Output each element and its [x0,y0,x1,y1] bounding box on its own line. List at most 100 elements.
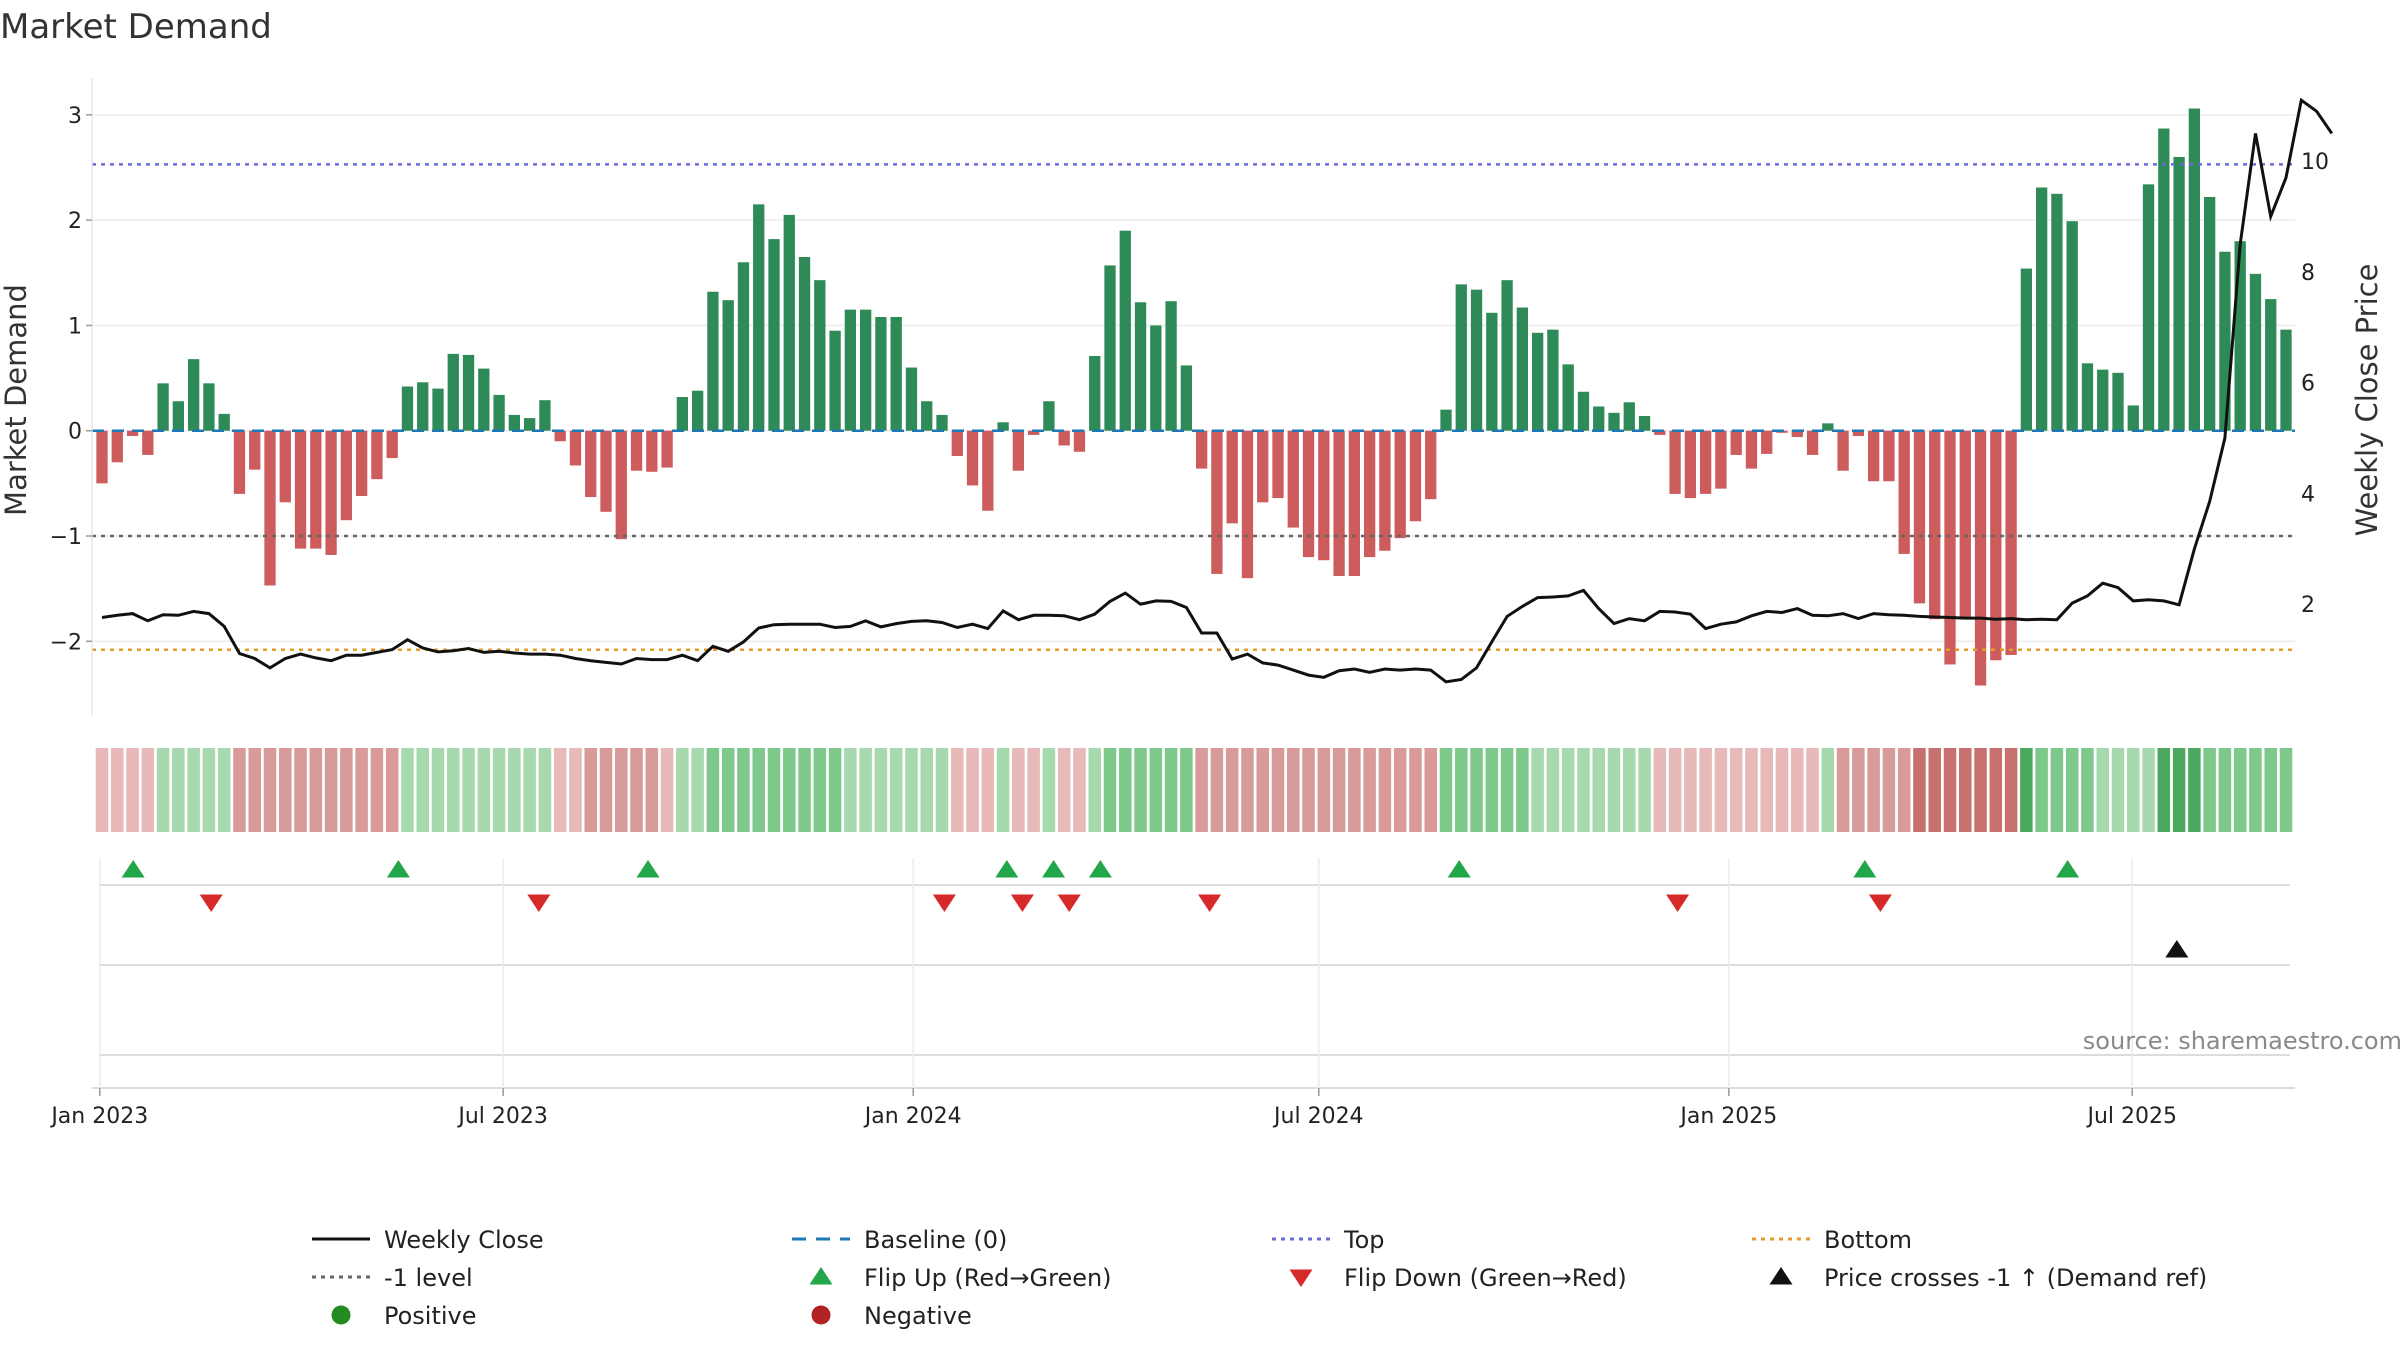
demand-bar [1837,430,1849,471]
demand-bar [279,430,291,503]
demand-bar [982,430,994,511]
heat-cell [2004,748,2018,832]
heat-cell [1729,748,1743,832]
heat-cell [2264,748,2277,832]
legend-swatch [1769,1267,1793,1285]
demand-bar [646,430,658,472]
heat-cell [569,748,582,832]
heat-cell [615,748,628,832]
demand-bar [1379,430,1391,551]
demand-bar [310,430,322,549]
heat-cell [1485,748,1499,832]
x-tick-label: Jan 2024 [863,1104,962,1129]
demand-bar [798,256,811,431]
heat-cell [1714,748,1728,832]
heat-cell [1470,748,1483,832]
heat-cell [798,748,811,832]
heat-cell [1821,748,1835,832]
demand-bar [2219,251,2231,431]
legend-label: Flip Up (Red→Green) [864,1264,1112,1292]
legend-item: Flip Up (Red→Green) [809,1264,1112,1292]
heat-cell [889,748,903,832]
demand-bar [523,418,536,431]
demand-bar [294,430,307,549]
demand-bar [1531,332,1544,431]
heat-cell [1012,748,1025,832]
demand-bar [447,353,459,431]
heat-cell [584,748,597,832]
heat-cell [1638,748,1651,832]
heat-cell [477,748,491,832]
demand-bar [1226,430,1238,524]
demand-bar [890,317,902,431]
legend-item: -1 level [312,1264,473,1292]
heat-cell [721,748,735,832]
y2-tick-label: 8 [2301,261,2315,286]
heat-cell [1409,748,1422,832]
legend-item: Price crosses -1 ↑ (Demand ref) [1769,1264,2207,1292]
heat-cell [263,748,277,832]
demand-bar [2020,268,2033,431]
demand-bar [1180,365,1193,431]
demand-bar [1898,430,1910,554]
demand-bar [966,430,979,486]
legend-item: Weekly Close [312,1226,544,1254]
heat-cell [187,748,200,832]
demand-bar [707,291,719,431]
demand-bar [233,430,246,494]
price-cross-marker [2165,940,2189,958]
heat-cell [1897,748,1911,832]
demand-bar [264,430,276,586]
heat-cell [828,748,842,832]
demand-bar [2188,108,2201,431]
heat-cell [416,748,429,832]
heat-cell [1073,748,1086,832]
heat-cell [95,748,109,832]
heat-cell [920,748,933,832]
heat-cell [1256,748,1269,832]
heat-cell [1836,748,1850,832]
legend: Weekly Close Baseline (0) Top Bottom -1 leve… [312,1226,2207,1330]
demand-bar [661,430,673,468]
heat-cell [1042,748,1056,832]
demand-bar [1684,430,1697,499]
heat-cell [1378,748,1392,832]
heat-cell [1959,748,1972,832]
heat-cell [1775,748,1789,832]
heat-cell [874,748,888,832]
heat-cell [309,748,323,832]
y-axis-ticks: −2 −1 0 1 2 3 [50,104,92,655]
heat-cell [508,748,521,832]
demand-bar [172,401,185,431]
demand-bar [1944,430,1956,665]
heat-cell [2218,748,2232,832]
heat-cell [2249,748,2262,832]
demand-bar [386,430,398,459]
y2-tick-label: 10 [2301,150,2329,175]
heat-cell [523,748,536,832]
heat-cell [447,748,460,832]
heat-cell [1607,748,1621,832]
demand-bar [676,397,689,431]
heat-cell [2233,748,2247,832]
demand-bar [111,430,123,463]
heat-cell [431,748,445,832]
heat-cell [1348,748,1361,832]
demand-bar [859,309,872,431]
demand-bar [2035,187,2048,431]
demand-bar [1654,430,1666,435]
heat-cell [2142,748,2155,832]
demand-bar [1852,430,1865,436]
legend-label: Baseline (0) [864,1226,1007,1254]
heat-cell [370,748,384,832]
heat-cell [660,748,674,832]
demand-bar [1302,430,1315,558]
demand-bar [1990,430,2002,661]
demand-bar [1593,406,1605,431]
heat-cell [1852,748,1865,832]
heat-cell [233,748,246,832]
heat-cell [294,748,307,832]
heat-cell [2279,748,2293,832]
x-tick-label: Jul 2025 [2085,1104,2177,1129]
